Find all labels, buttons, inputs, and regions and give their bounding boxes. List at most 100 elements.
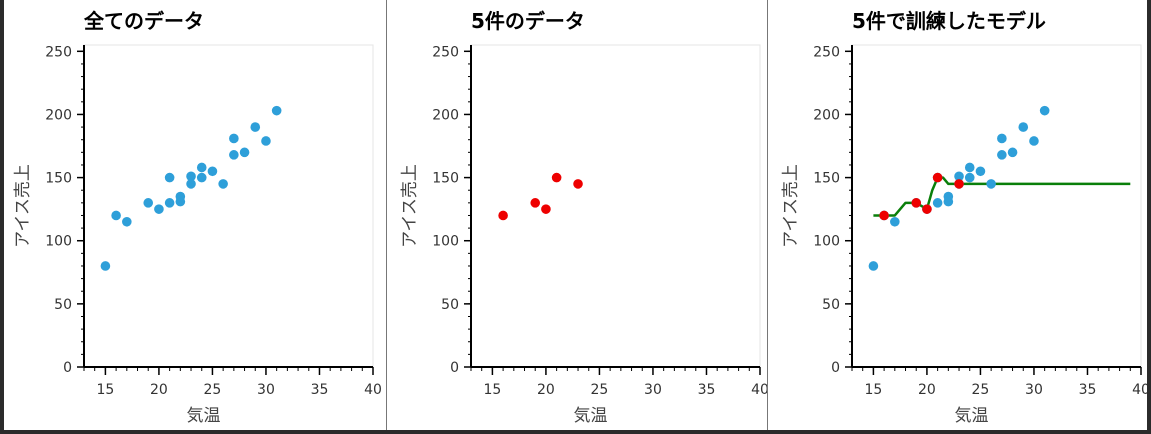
data-point (954, 171, 964, 182)
data-point (573, 179, 583, 189)
x-tick-label: 20 (918, 382, 936, 398)
x-tick-label: 20 (150, 382, 168, 398)
data-point (229, 133, 239, 144)
y-tick-label: 100 (45, 234, 72, 250)
x-tick-label: 20 (537, 382, 555, 398)
data-point (271, 105, 282, 116)
y-tick-label: 250 (813, 44, 840, 60)
data-point (986, 179, 996, 189)
data-point (964, 162, 975, 173)
chart-model-five-samples: 5件で訓練したモデル 0 50 100 150 200 250 15 20 25 30 35 40 気温 ア… (781, 9, 1147, 426)
data-point (943, 191, 954, 202)
data-point (111, 210, 121, 221)
plot-area (83, 44, 374, 368)
data-point (1018, 122, 1029, 132)
data-point (954, 179, 964, 189)
y-axis-label: アイス売上 (13, 164, 33, 248)
x-tick-label: 15 (96, 382, 114, 398)
data-point (164, 172, 175, 183)
y-tick-label: 150 (432, 171, 459, 187)
data-point (239, 147, 250, 158)
data-point (250, 122, 261, 132)
data-point (1039, 105, 1050, 116)
data-point (997, 150, 1007, 160)
data-point (1029, 136, 1039, 146)
data-point (122, 216, 132, 227)
chart-five-samples: 5件のデータ 0 50 100 150 200 250 15 20 25 30 35 40 気温 アイス売上 (400, 9, 767, 426)
x-tick-label: 35 (311, 382, 329, 398)
data-point (186, 171, 196, 182)
data-point (551, 172, 562, 183)
chart-all-data: 全てのデータ 0 50 100 150 200 250 15 20 25 30 35 40 気温 アイス売上 (13, 9, 382, 426)
data-point (207, 166, 218, 177)
x-tick-label: 40 (751, 382, 767, 398)
panel-divider (767, 0, 768, 430)
x-tick-label: 35 (698, 382, 716, 398)
data-point (186, 179, 196, 189)
data-point (922, 204, 932, 214)
x-axis-label: 気温 (574, 406, 608, 426)
x-tick-label: 15 (864, 382, 882, 398)
plot-area (851, 44, 1142, 368)
chart-title: 全てのデータ (83, 9, 204, 33)
panel-divider (386, 0, 387, 430)
data-point (164, 198, 175, 208)
y-tick-label: 250 (432, 44, 459, 60)
data-point (196, 162, 207, 173)
y-tick-label: 250 (45, 44, 72, 60)
y-tick-label: 0 (450, 360, 459, 376)
x-tick-label: 25 (972, 382, 990, 398)
data-point (530, 198, 541, 208)
y-tick-label: 50 (441, 297, 459, 313)
data-point (932, 198, 943, 208)
data-point (890, 216, 900, 227)
data-point (498, 210, 508, 221)
y-tick-label: 100 (432, 234, 459, 250)
data-point (196, 172, 207, 183)
chart-title: 5件のデータ (471, 9, 585, 33)
x-tick-label: 15 (483, 382, 501, 398)
y-tick-label: 200 (432, 107, 459, 123)
y-tick-label: 50 (822, 297, 840, 313)
y-axis-label: アイス売上 (400, 164, 420, 248)
data-point (143, 198, 154, 208)
data-point (218, 179, 228, 189)
y-tick-label: 150 (813, 171, 840, 187)
data-point (911, 198, 922, 208)
data-point (879, 210, 889, 221)
y-tick-label: 0 (63, 360, 72, 376)
chart-title: 5件で訓練したモデル (852, 9, 1046, 33)
y-tick-label: 100 (813, 234, 840, 250)
data-point (997, 133, 1007, 144)
y-tick-label: 200 (813, 107, 840, 123)
data-point (100, 261, 111, 271)
y-tick-label: 0 (831, 360, 840, 376)
x-tick-label: 40 (1132, 382, 1147, 398)
data-point (175, 191, 186, 202)
x-tick-label: 40 (364, 382, 382, 398)
y-tick-label: 200 (45, 107, 72, 123)
data-point (868, 261, 879, 271)
x-tick-label: 30 (1025, 382, 1043, 398)
plot-area (470, 44, 761, 368)
x-axis-label: 気温 (187, 406, 221, 426)
data-point (1007, 147, 1018, 158)
data-point (964, 172, 975, 183)
data-point (932, 172, 943, 183)
x-axis-label: 気温 (955, 406, 989, 426)
x-tick-label: 30 (644, 382, 662, 398)
x-tick-label: 25 (591, 382, 609, 398)
y-tick-label: 50 (54, 297, 72, 313)
x-tick-label: 35 (1079, 382, 1097, 398)
data-point (975, 166, 986, 177)
data-point (541, 204, 551, 214)
model-prediction-line (873, 176, 1131, 217)
y-tick-label: 150 (45, 171, 72, 187)
data-point (261, 136, 271, 146)
data-point (229, 150, 239, 160)
data-point (154, 204, 164, 214)
y-axis-label: アイス売上 (781, 164, 801, 248)
x-tick-label: 25 (204, 382, 222, 398)
x-tick-label: 30 (257, 382, 275, 398)
